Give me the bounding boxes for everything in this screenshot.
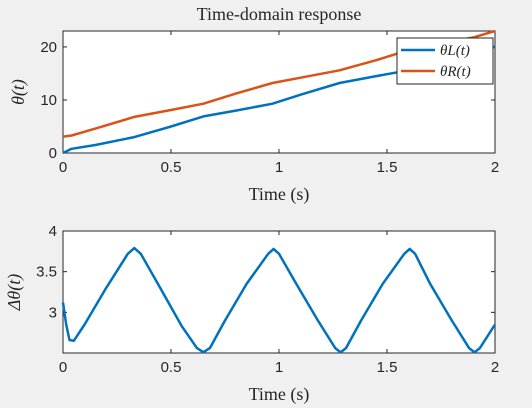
bottom-xlabel: Time (s) — [249, 384, 310, 405]
bottom-axes: Time (s) Δθ(t) 0 0.5 1 1.5 2 3 3.5 4 — [4, 223, 499, 405]
bottom-ytick-label: 3 — [49, 304, 57, 321]
bottom-series-line-0 — [61, 246, 497, 354]
top-xtick-label: 0 — [59, 159, 67, 176]
bottom-series-lines — [61, 246, 497, 354]
top-xlabel: Time (s) — [249, 184, 310, 205]
top-ytick-label: 20 — [40, 39, 57, 56]
top-title: Time-domain response — [197, 4, 362, 24]
top-ytick-label: 0 — [49, 145, 57, 162]
bottom-plot-area — [62, 230, 496, 354]
top-xtick-label: 0.5 — [161, 159, 182, 176]
bottom-ytick-label: 4 — [49, 223, 57, 240]
bottom-xtick-label: 1 — [275, 359, 283, 376]
legend-label-theta-r: θR(t) — [440, 64, 471, 80]
top-ytick-label: 10 — [40, 92, 57, 109]
bottom-ytick-label: 3.5 — [36, 264, 57, 281]
bottom-xtick-label: 0 — [59, 359, 67, 376]
bottom-xtick-label: 1.5 — [377, 359, 398, 376]
top-xtick-label: 2 — [491, 159, 499, 176]
top-axes: Time-domain response Time (s) θ(t) 0 0.5 1… — [8, 4, 499, 205]
bottom-xtick-label: 2 — [491, 359, 499, 376]
legend-label-theta-l: θL(t) — [440, 43, 470, 59]
bottom-ylabel: Δθ(t) — [4, 274, 25, 311]
legend-box — [396, 37, 494, 85]
bottom-xtick-label: 0.5 — [161, 359, 182, 376]
top-legend: θL(t) θR(t) — [396, 37, 494, 85]
bottom-ticks: 0 0.5 1 1.5 2 3 3.5 4 — [36, 223, 499, 376]
top-xtick-label: 1.5 — [377, 159, 398, 176]
top-xtick-label: 1 — [275, 159, 283, 176]
top-ylabel: θ(t) — [8, 79, 29, 105]
